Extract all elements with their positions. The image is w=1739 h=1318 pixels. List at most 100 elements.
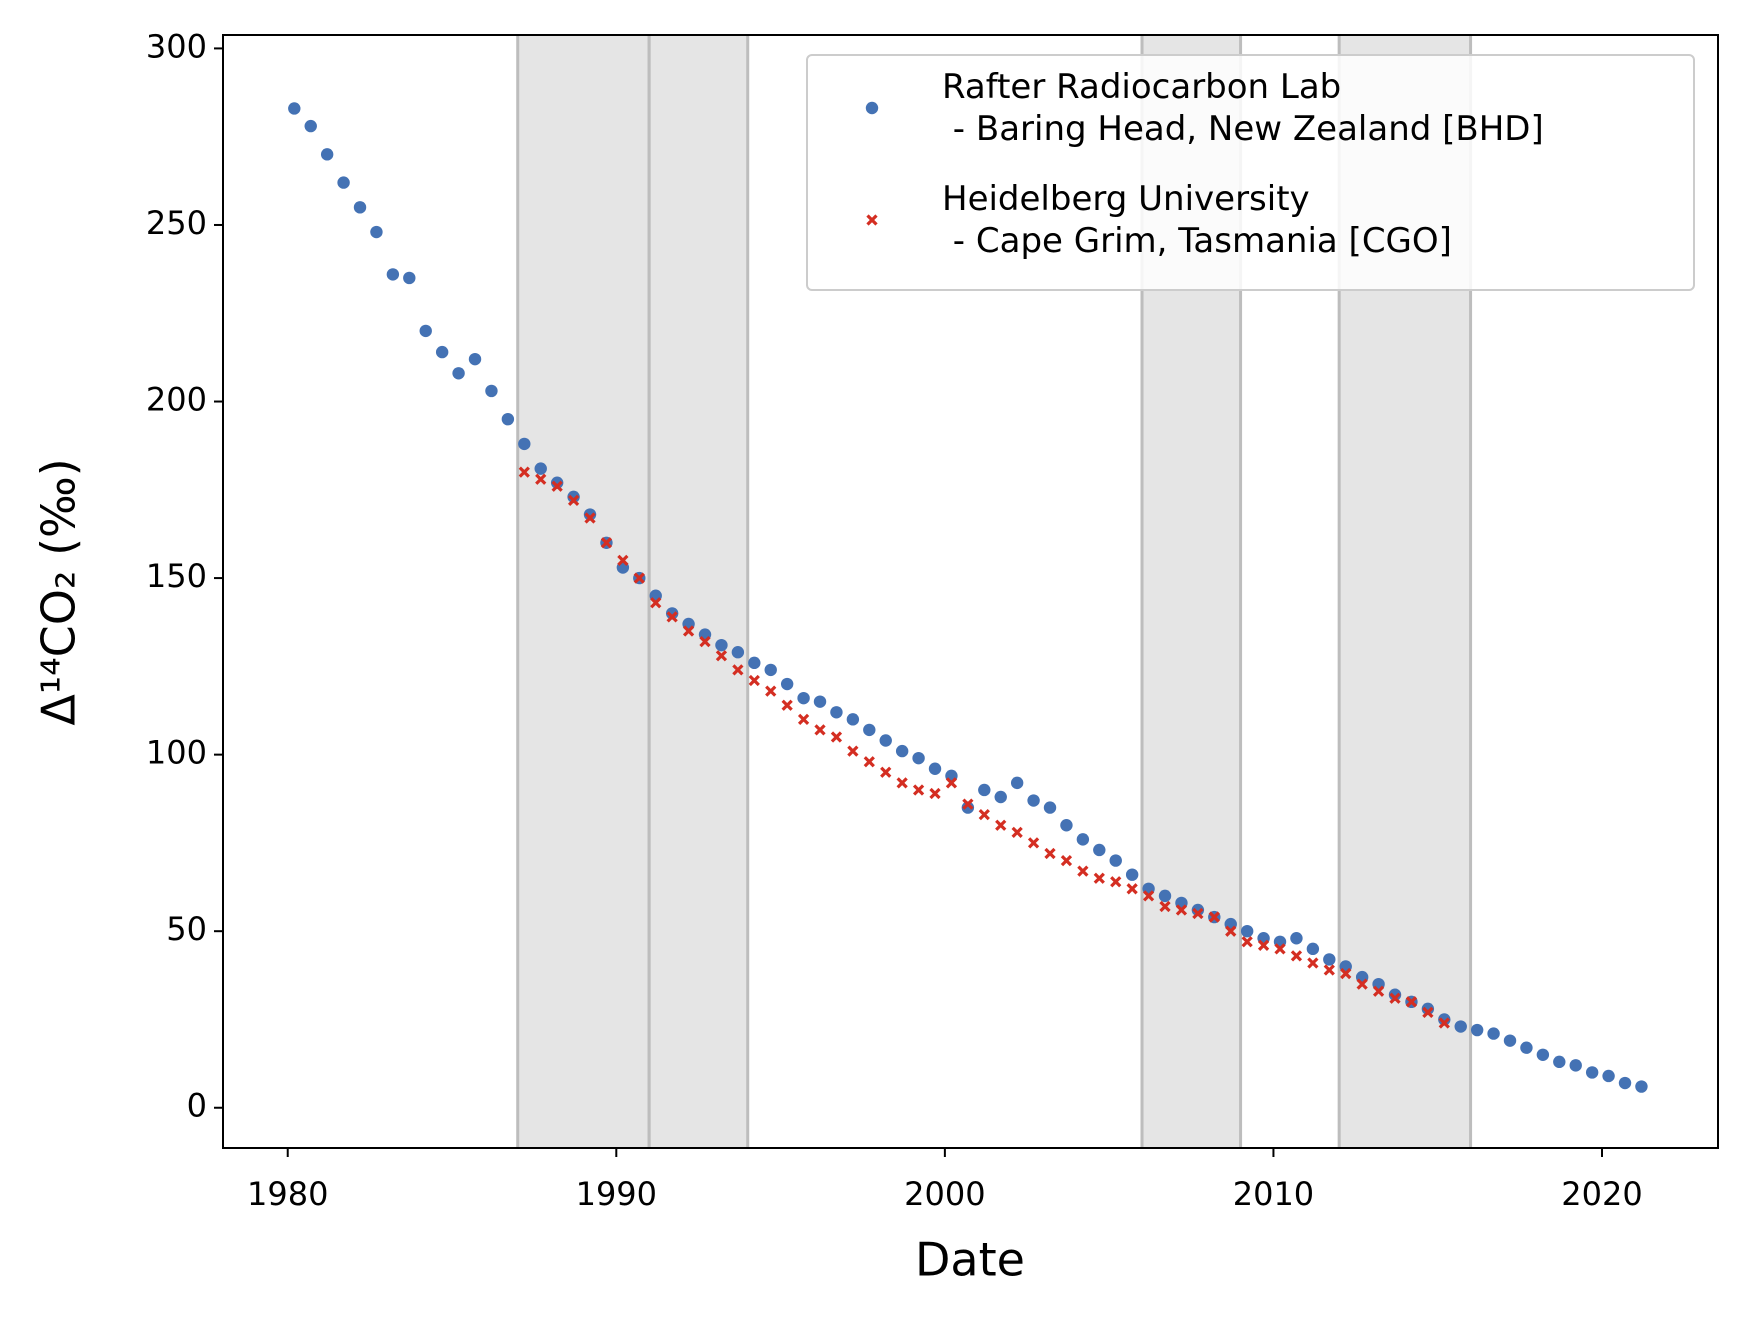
- marker: [748, 656, 761, 670]
- marker: [452, 367, 465, 380]
- marker: [865, 101, 879, 115]
- x-tick-label: 1990: [576, 1175, 657, 1213]
- marker: [1109, 854, 1122, 867]
- marker: [468, 352, 482, 366]
- marker: [1208, 911, 1220, 923]
- marker: [928, 762, 942, 775]
- marker: [337, 176, 350, 189]
- marker: [715, 638, 728, 652]
- x-tick-label: 1980: [247, 1175, 328, 1213]
- legend: Rafter Radiocarbon Lab - Baring Head, Ne…: [806, 54, 1695, 291]
- marker: [1060, 854, 1073, 867]
- marker: [1125, 868, 1139, 881]
- marker: [1388, 988, 1402, 1001]
- marker: [584, 512, 596, 524]
- marker: [945, 777, 958, 789]
- marker: [781, 699, 793, 711]
- y-axis-label: Δ¹⁴CO₂ (‰): [32, 458, 86, 725]
- marker: [830, 706, 843, 719]
- marker: [732, 664, 744, 676]
- marker: [485, 384, 498, 398]
- marker: [813, 695, 827, 708]
- marker: [748, 674, 760, 687]
- y-tick-label: 250: [146, 204, 207, 242]
- marker: [1618, 1076, 1632, 1090]
- marker: [1421, 1002, 1435, 1016]
- marker: [961, 801, 975, 814]
- marker: [1010, 776, 1024, 790]
- y-tick-label: 0: [187, 1087, 207, 1125]
- marker: [534, 462, 547, 475]
- marker: [1241, 936, 1253, 948]
- marker: [764, 663, 777, 677]
- marker: [797, 713, 810, 725]
- marker: [780, 677, 794, 691]
- marker: [731, 646, 745, 659]
- marker: [1405, 996, 1418, 1008]
- x-tick-label: 2000: [904, 1175, 985, 1213]
- marker: [1438, 1017, 1450, 1029]
- marker: [1487, 1027, 1500, 1040]
- marker: [1389, 992, 1401, 1004]
- marker: [978, 809, 990, 821]
- marker: [1126, 883, 1138, 895]
- marker: [304, 119, 317, 133]
- legend-marker: [866, 214, 878, 226]
- marker: [567, 494, 580, 507]
- marker: [1011, 826, 1023, 838]
- marker: [847, 745, 859, 757]
- marker: [912, 751, 925, 765]
- y-tick-label: 150: [146, 557, 207, 595]
- y-tick-label: 50: [166, 910, 207, 948]
- marker: [1043, 801, 1057, 814]
- plot-frame: [222, 34, 1719, 1149]
- x-tick-label: 2020: [1561, 1175, 1642, 1213]
- marker: [1536, 1048, 1550, 1061]
- marker: [879, 734, 892, 747]
- marker: [880, 766, 892, 778]
- marker: [535, 473, 547, 485]
- marker: [617, 554, 629, 567]
- marker: [995, 819, 1007, 831]
- shaded-region: [649, 35, 748, 1148]
- marker: [765, 685, 777, 697]
- y-tick-label: 100: [146, 734, 207, 772]
- marker: [1520, 1041, 1533, 1054]
- marker: [403, 271, 416, 285]
- marker: [1356, 978, 1368, 990]
- marker: [863, 756, 875, 768]
- marker: [962, 798, 974, 810]
- legend-label: Heidelberg University - Cape Grim, Tasma…: [942, 179, 1452, 261]
- marker: [1602, 1069, 1615, 1083]
- marker: [600, 537, 613, 549]
- marker: [1553, 1055, 1566, 1069]
- marker: [814, 724, 826, 736]
- marker: [567, 490, 580, 504]
- marker: [370, 225, 383, 239]
- marker: [1323, 953, 1336, 966]
- legend-marker: [865, 101, 879, 115]
- marker: [1307, 957, 1319, 969]
- marker: [1422, 1006, 1434, 1019]
- marker: [1142, 890, 1155, 902]
- marker: [666, 611, 678, 623]
- marker: [715, 650, 728, 662]
- marker: [978, 783, 991, 797]
- marker: [551, 480, 563, 492]
- marker: [699, 636, 711, 648]
- marker: [1027, 837, 1040, 849]
- marker: [501, 412, 515, 426]
- marker: [994, 790, 1007, 804]
- marker: [1470, 1023, 1484, 1037]
- marker: [518, 466, 530, 478]
- marker: [1076, 833, 1090, 846]
- marker: [895, 744, 909, 758]
- marker: [1323, 964, 1335, 976]
- marker: [1175, 904, 1188, 916]
- marker: [863, 723, 876, 737]
- marker: [550, 476, 564, 489]
- marker: [1093, 843, 1106, 857]
- marker: [682, 625, 695, 637]
